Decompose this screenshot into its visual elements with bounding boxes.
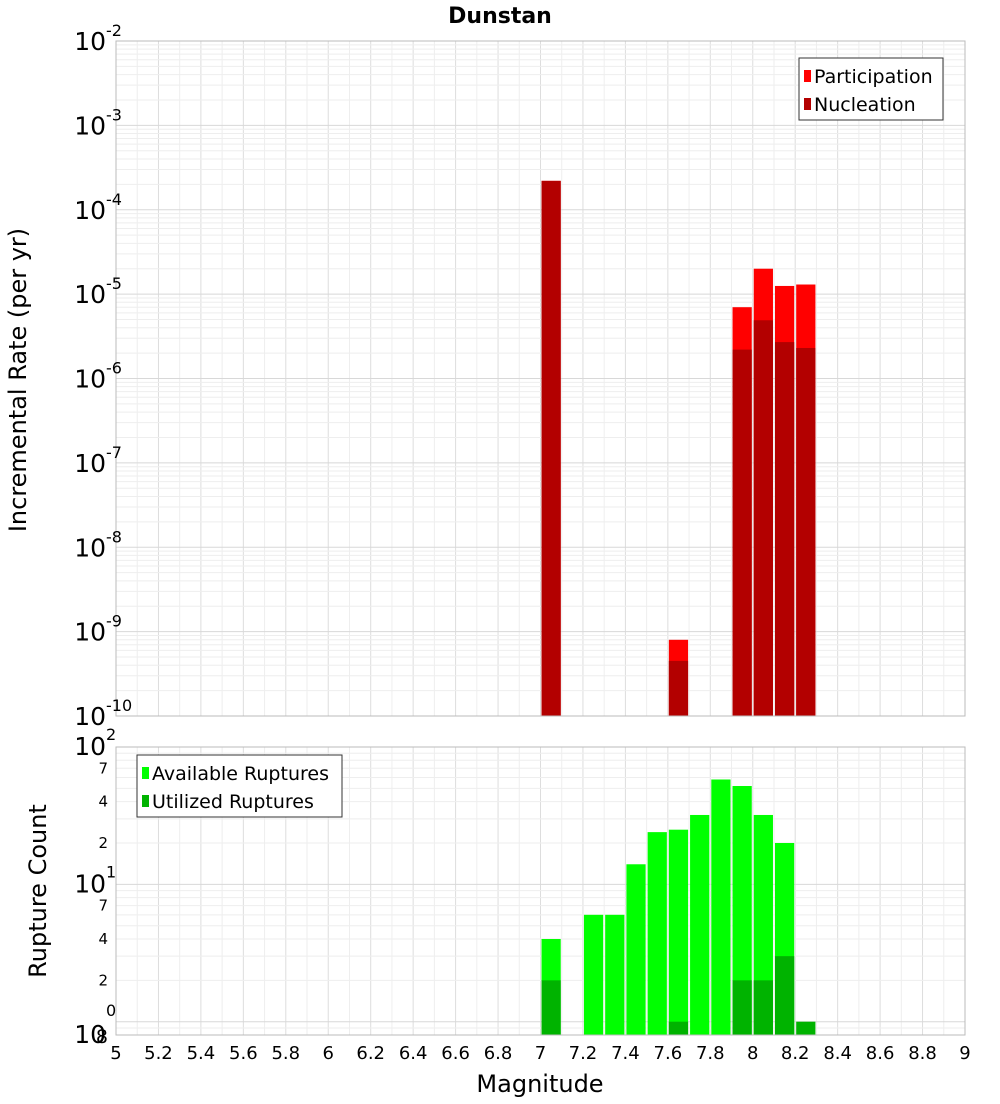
plot-frame (115, 746, 966, 1036)
x-tick-label: 8.6 (866, 1043, 895, 1064)
x-tick-label: 5 (110, 1043, 121, 1064)
x-tick-label: 5.6 (229, 1043, 258, 1064)
top-y-tick-base: 10 (74, 618, 106, 647)
bottom-y-minor-tick-label: 2 (98, 971, 108, 989)
available-ruptures-bar (605, 914, 625, 1035)
top-y-tick-exponent: -10 (106, 696, 132, 715)
available-ruptures-bar (647, 832, 667, 1035)
legend-swatch (142, 767, 149, 779)
x-tick-label: 7.8 (696, 1043, 725, 1064)
top-y-tick-exponent: -3 (106, 105, 122, 124)
x-tick-label: 8.8 (908, 1043, 937, 1064)
top-y-tick-base: 10 (74, 449, 106, 478)
top-y-tick-base: 10 (74, 702, 106, 731)
x-tick-label: 9 (959, 1043, 970, 1064)
top-y-tick-exponent: -9 (106, 612, 122, 631)
plot-frame (115, 40, 966, 717)
x-tick-label: 5.4 (187, 1043, 216, 1064)
x-tick-label: 5.2 (144, 1043, 173, 1064)
x-tick-label: 6.4 (399, 1043, 428, 1064)
bottom-y-tick-base: 10 (74, 1020, 106, 1049)
bottom-y-tick-base: 10 (74, 869, 106, 898)
bottom-y-minor-tick-label: 4 (98, 930, 108, 948)
nucleation-bar (774, 342, 795, 716)
utilized-ruptures-bar (796, 1021, 816, 1035)
bottom-y-minor-tick-label: 2 (98, 834, 108, 852)
top-y-tick-exponent: -7 (106, 443, 122, 462)
x-tick-label: 7.4 (611, 1043, 640, 1064)
bottom-y-minor-tick-label: 4 (98, 793, 108, 811)
top-y-tick-base: 10 (74, 533, 106, 562)
bottom-y-axis-label: Rupture Count (24, 804, 52, 978)
top-y-tick-exponent: -5 (106, 274, 122, 293)
legend-label: Participation (814, 66, 933, 88)
available-ruptures-bar (583, 914, 604, 1035)
utilized-ruptures-bar (774, 956, 795, 1035)
top-y-tick-base: 10 (74, 27, 106, 56)
available-ruptures-bar (753, 814, 773, 1035)
top-y-tick-base: 10 (74, 280, 106, 309)
available-ruptures-bar (732, 786, 752, 1035)
x-tick-label: 5.8 (271, 1043, 300, 1064)
nucleation-bar (753, 320, 773, 716)
nucleation-bar (732, 349, 752, 716)
x-tick-label: 8.4 (823, 1043, 852, 1064)
legend-swatch (804, 70, 811, 82)
utilized-ruptures-bar (668, 1021, 689, 1035)
x-tick-label: 6.6 (441, 1043, 470, 1064)
nucleation-bar (668, 660, 689, 716)
legend-label: Available Ruptures (152, 763, 329, 785)
nucleation-bar (796, 347, 816, 716)
top-y-tick-exponent: -8 (106, 527, 122, 546)
available-ruptures-bar (668, 829, 689, 1035)
x-tick-label: 8 (747, 1043, 758, 1064)
legend-swatch (804, 98, 811, 110)
bottom-y-tick-exponent: 2 (106, 725, 116, 744)
bottom-y-tick-exponent: 1 (106, 862, 116, 881)
bottom-y-minor-tick-label: 8 (96, 1026, 108, 1048)
bottom-y-tick-base: 10 (74, 732, 106, 761)
utilized-ruptures-bar (541, 980, 561, 1035)
nucleation-bar (541, 180, 561, 716)
top-y-tick-exponent: -2 (106, 21, 122, 40)
chart-title: Dunstan (448, 4, 552, 29)
x-tick-label: 7.2 (569, 1043, 598, 1064)
bottom-y-minor-tick-label: 7 (98, 897, 108, 915)
legend-box (798, 57, 944, 121)
x-tick-label: 6 (323, 1043, 334, 1064)
top-y-axis-label: Incremental Rate (per yr) (4, 228, 32, 532)
top-y-tick-base: 10 (74, 111, 106, 140)
top-y-tick-exponent: -6 (106, 359, 122, 378)
top-y-tick-exponent: -4 (106, 190, 122, 209)
x-axis-label: Magnitude (476, 1070, 603, 1098)
x-tick-label: 7 (535, 1043, 546, 1064)
x-tick-label: 7.6 (654, 1043, 683, 1064)
top-y-tick-base: 10 (74, 196, 106, 225)
x-tick-label: 6.8 (484, 1043, 513, 1064)
legend-swatch (142, 795, 149, 807)
top-y-tick-base: 10 (74, 365, 106, 394)
legend-label: Utilized Ruptures (152, 791, 314, 813)
legend-label: Nucleation (814, 94, 916, 116)
utilized-ruptures-bar (753, 980, 773, 1035)
x-tick-label: 6.2 (356, 1043, 385, 1064)
x-tick-label: 8.2 (781, 1043, 810, 1064)
available-ruptures-bar (626, 864, 646, 1035)
available-ruptures-bar (690, 814, 710, 1035)
bottom-y-minor-tick-label: 7 (98, 759, 108, 777)
legend-box (136, 754, 343, 818)
utilized-ruptures-bar (732, 980, 752, 1035)
available-ruptures-bar (711, 779, 731, 1035)
bottom-y-tick-exponent: 0 (106, 1001, 116, 1020)
